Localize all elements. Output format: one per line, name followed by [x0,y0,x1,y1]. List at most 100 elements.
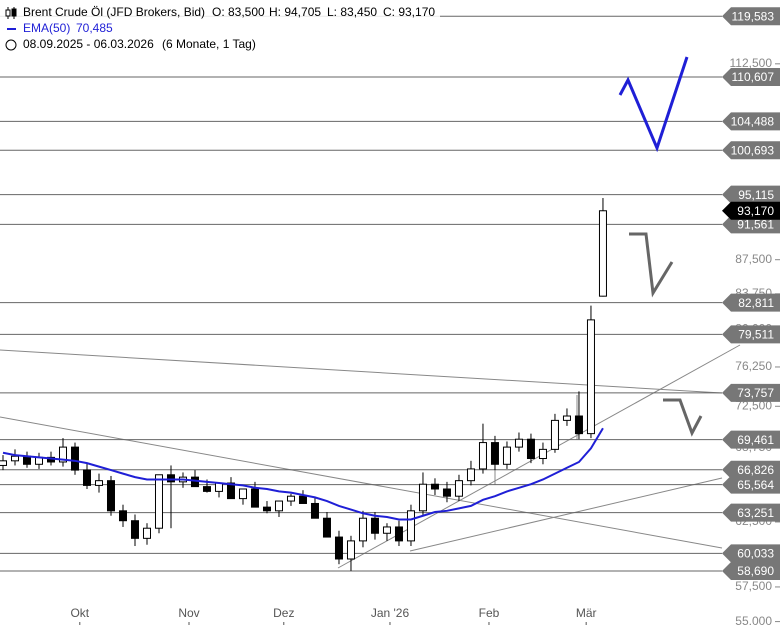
x-tick-label: Mär [576,606,597,620]
candle-body [238,488,247,500]
date-range: 08.09.2025 - 06.03.2026 [23,37,154,51]
level-tag [722,112,780,131]
x-tick-label: Okt [70,606,89,620]
level-tag [722,293,780,312]
level-tag [722,185,780,204]
candle-body [0,460,7,466]
level-tag [722,544,780,563]
candle-body [586,319,595,435]
title: Brent Crude Öl (JFD Brokers, Bid) [23,5,205,19]
candle-body [358,517,367,542]
level-label: 66,826 [737,463,774,477]
candle-body [202,486,211,492]
level-label: 58,690 [737,564,774,578]
level-label: 91,561 [737,218,774,232]
candle-body [262,506,271,512]
level-tag [722,430,780,449]
candle-body [526,438,535,460]
candle-body [562,415,571,421]
candle-body [322,517,331,538]
x-tick-label: Jan '26 [371,606,410,620]
x-tick-label: Dez [273,606,294,620]
level-tag [722,561,780,580]
candle-body [118,510,127,522]
level-label: 119,583 [732,9,775,23]
level-tag [722,68,780,87]
ema-name: EMA(50) [23,21,70,35]
candle-body [130,520,139,539]
level-label: 73,757 [737,386,774,400]
legend-bg [0,0,440,54]
candle-body [502,446,511,465]
period: (6 Monate, 1 Tag) [162,37,256,51]
candle-body [226,482,235,500]
level-tag [722,383,780,402]
candle-body [82,469,91,486]
candle-body [550,419,559,450]
candle-body [370,517,379,534]
y-tick-label: 55,000 [735,614,772,625]
y-tick-label: 76,250 [735,359,772,373]
level-label: 104,488 [731,115,775,129]
level-label: 93,170 [737,204,774,218]
trend-line [0,416,723,549]
y-tick-label: 112,500 [730,56,773,70]
candle-body [274,500,283,512]
candle-body [70,446,79,471]
candle-body [214,482,223,492]
candle-body [334,536,343,560]
level-tag [722,141,780,160]
stat: O: 83,500 [212,5,265,19]
candle-body [490,442,499,465]
x-tick-label: Nov [178,606,199,620]
candle-body [466,468,475,482]
level-label: 100,693 [731,143,775,157]
stat: C: 93,170 [383,5,435,19]
trend-line [409,477,723,552]
candle-body [406,510,415,542]
candle-body [250,488,259,508]
scenario-arrow [618,56,689,153]
candle-body [142,527,151,539]
candle-body [382,526,391,534]
level-tag [722,7,780,26]
candle-body [430,483,439,490]
stat: H: 94,705 [269,5,321,19]
candle-body [598,210,607,297]
level-label: 79,511 [738,327,774,341]
candle-body [286,495,295,502]
level-label: 110,607 [732,70,775,84]
stat: L: 83,450 [327,5,377,19]
x-tick-label: Feb [479,606,500,620]
scenario-arrow [663,398,703,437]
candle-body [418,483,427,512]
ema-value: 70,485 [76,21,113,35]
level-tag [722,215,780,234]
legend: Brent Crude Öl (JFD Brokers, Bid) O: 83,… [0,0,440,54]
candle-body [310,502,319,519]
candle-body [538,448,547,460]
y-tick-label: 72,500 [735,398,772,412]
y-tick-label: 57,500 [735,579,772,593]
candle-body [478,442,487,470]
candle-body [154,474,163,529]
level-label: 63,251 [737,506,774,520]
plot: 55,00057,50062,50068,75072,50076,25080,0… [0,15,780,625]
level-tag [722,325,780,344]
clock-icon [5,39,17,51]
candle-body [58,446,67,463]
candle-body [514,438,523,448]
candle-body [574,415,583,435]
candle-icon [5,7,17,19]
level-tag [722,503,780,522]
trend-lines [0,344,741,569]
candle-body [166,474,175,483]
candle-body [10,455,19,462]
ema-line [2,427,604,521]
level-label: 65,564 [737,478,774,492]
level-label: 95,115 [738,188,774,202]
candle-body [106,480,115,512]
candle-body [346,540,355,560]
level-tag [722,460,780,479]
